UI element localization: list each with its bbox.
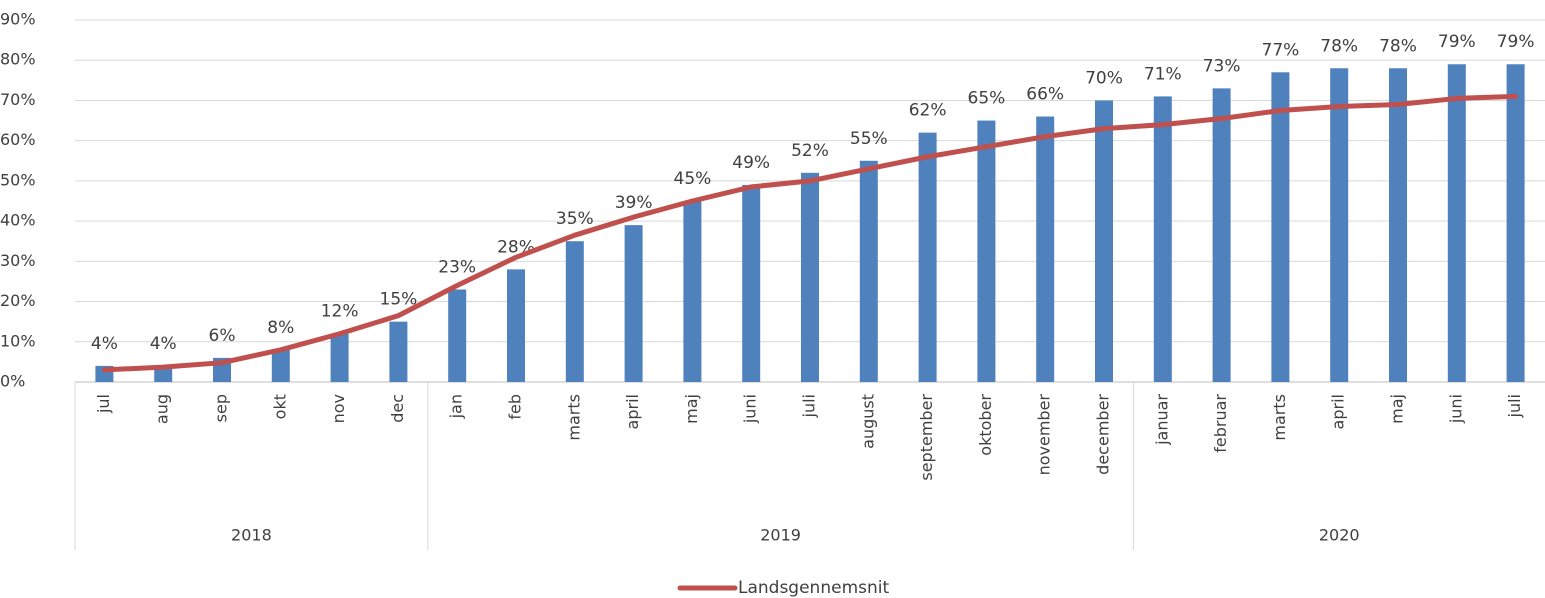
x-tick-label: februar — [1211, 394, 1230, 453]
x-tick-label: feb — [506, 394, 525, 420]
x-tick-label: sep — [212, 394, 231, 422]
data-label: 12% — [321, 302, 359, 322]
y-tick-label: 70% — [0, 90, 36, 109]
data-label: 6% — [209, 326, 236, 346]
data-label: 71% — [1144, 64, 1182, 84]
y-tick-label: 80% — [0, 50, 36, 69]
bar — [624, 225, 643, 382]
bar — [154, 365, 173, 382]
group-label: 2018 — [231, 526, 272, 545]
x-tick-label: september — [917, 394, 936, 481]
x-tick-label: juli — [800, 394, 819, 418]
x-tick-label: jul — [94, 394, 113, 414]
data-label: 39% — [615, 193, 653, 213]
bar — [683, 201, 702, 382]
bar — [448, 289, 467, 382]
data-label: 65% — [968, 89, 1006, 109]
y-tick-label: 40% — [0, 211, 36, 230]
x-tick-label: april — [623, 394, 642, 429]
bar — [330, 333, 349, 382]
bar — [1153, 96, 1172, 382]
data-label: 55% — [850, 129, 888, 149]
data-label: 23% — [438, 257, 476, 277]
x-tick-label: april — [1329, 394, 1348, 429]
data-label: 78% — [1379, 36, 1417, 56]
x-tick-label: aug — [153, 394, 172, 424]
y-tick-label: 50% — [0, 170, 36, 189]
data-label: 79% — [1497, 32, 1535, 52]
y-tick-label: 10% — [0, 331, 36, 350]
data-label: 78% — [1320, 36, 1358, 56]
data-label: 8% — [267, 318, 294, 338]
x-tick-label: juni — [1446, 394, 1465, 424]
bar — [918, 132, 937, 382]
data-label: 77% — [1262, 40, 1300, 60]
data-label: 45% — [674, 169, 712, 189]
data-label: 49% — [732, 153, 770, 173]
bar — [859, 160, 878, 382]
bar — [565, 241, 584, 382]
group-label: 2019 — [760, 526, 801, 545]
data-label: 66% — [1026, 85, 1064, 105]
data-label: 73% — [1203, 56, 1241, 76]
x-tick-label: december — [1094, 394, 1113, 475]
data-label: 52% — [791, 141, 829, 161]
bar — [801, 172, 819, 382]
bar — [1389, 68, 1407, 383]
y-tick-label: 60% — [0, 130, 36, 149]
x-tick-label: november — [1035, 394, 1054, 476]
bar — [1212, 88, 1231, 382]
x-tick-label: nov — [329, 394, 348, 423]
x-tick-label: dec — [388, 394, 407, 423]
bar — [1095, 100, 1113, 382]
data-label: 62% — [909, 101, 947, 121]
data-label: 79% — [1438, 32, 1476, 52]
x-tick-label: okt — [270, 394, 289, 419]
legend-label: Landsgennemsnit — [738, 578, 889, 598]
x-tick-label: jan — [447, 394, 466, 419]
bar — [389, 321, 408, 382]
group-label: 2020 — [1319, 526, 1360, 545]
bar — [977, 120, 996, 383]
line — [101, 93, 1519, 373]
x-tick-label: oktober — [976, 394, 995, 456]
y-tick-label: 0% — [0, 372, 25, 391]
x-tick-label: marts — [1270, 394, 1289, 441]
x-tick-label: juni — [741, 394, 760, 424]
x-tick-label: maj — [682, 394, 701, 424]
data-label: 4% — [150, 334, 177, 354]
bar — [742, 184, 761, 382]
data-label: 70% — [1085, 68, 1123, 88]
bar — [1506, 64, 1525, 382]
x-tick-label: januar — [1152, 394, 1171, 446]
x-tick-label: marts — [564, 394, 583, 441]
data-label: 35% — [556, 209, 594, 229]
bar — [1036, 116, 1055, 383]
data-label: 4% — [91, 334, 118, 354]
bar — [1330, 68, 1349, 383]
x-tick-label: august — [858, 394, 877, 449]
y-tick-label: 30% — [0, 251, 36, 270]
y-tick-label: 20% — [0, 291, 36, 310]
bar — [271, 349, 290, 382]
x-tick-label: juli — [1505, 394, 1524, 418]
bar — [1271, 72, 1290, 383]
bar — [507, 269, 525, 382]
bar — [1447, 64, 1466, 382]
x-tick-label: maj — [1388, 394, 1407, 424]
data-label: 15% — [380, 290, 418, 310]
y-tick-label: 90% — [0, 10, 36, 29]
